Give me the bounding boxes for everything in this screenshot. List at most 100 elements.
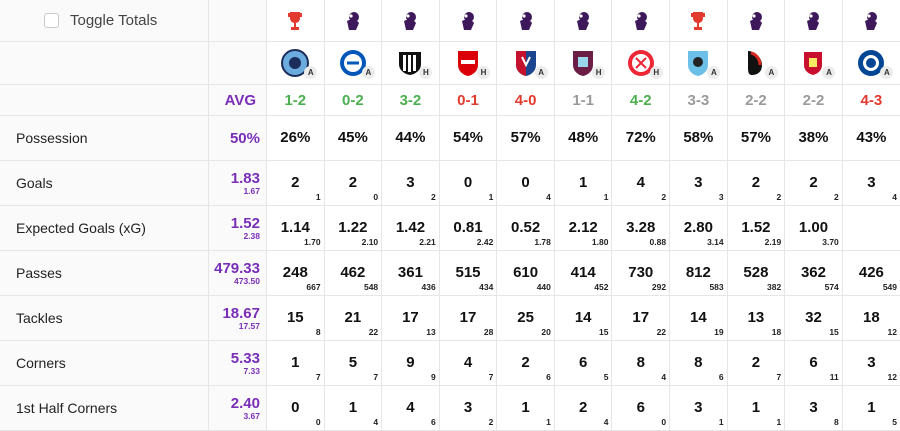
stat-cell[interactable]: 0 4	[496, 160, 555, 206]
stat-cell[interactable]: 72%	[611, 115, 671, 161]
stat-cell[interactable]: 58%	[669, 115, 728, 161]
stat-cell[interactable]: 21 22	[324, 295, 383, 341]
stat-cell[interactable]: 1.42 2.21	[381, 205, 440, 251]
stat-cell[interactable]: 361 436	[381, 250, 440, 296]
man-city-crest-icon[interactable]: A	[281, 49, 318, 79]
score[interactable]: 4-2	[611, 84, 671, 116]
newcastle-crest-icon[interactable]: H	[396, 49, 433, 79]
stat-cell[interactable]: 0 1	[439, 160, 498, 206]
score[interactable]: 0-1	[439, 84, 498, 116]
stat-cell[interactable]: 1 5	[842, 385, 900, 431]
stat-cell[interactable]: 4 7	[439, 340, 498, 386]
stat-cell[interactable]: 26%	[266, 115, 325, 161]
stat-cell[interactable]: 426 549	[842, 250, 900, 296]
stat-cell[interactable]: 2.80 3.14	[669, 205, 728, 251]
arsenal-crest-icon[interactable]: H	[454, 49, 491, 79]
stat-cell[interactable]: 3 12	[842, 340, 900, 386]
toggle-totals[interactable]: Toggle Totals	[0, 0, 208, 41]
coventry-crest-icon[interactable]: A	[684, 49, 721, 79]
stat-cell[interactable]: 17 28	[439, 295, 498, 341]
stat-cell[interactable]: 8 4	[611, 340, 671, 386]
stat-cell[interactable]: 1.52 2.19	[727, 205, 786, 251]
score[interactable]: 4-0	[496, 84, 555, 116]
stat-cell[interactable]: 32 15	[784, 295, 843, 341]
chelsea-crest-icon[interactable]: A	[857, 49, 894, 79]
stat-cell[interactable]: 43%	[842, 115, 900, 161]
stat-cell[interactable]: 3 1	[669, 385, 728, 431]
stat-cell[interactable]: 14 19	[669, 295, 728, 341]
stat-cell[interactable]: 2 4	[554, 385, 613, 431]
stat-cell[interactable]: 44%	[381, 115, 440, 161]
stat-cell[interactable]: 14 15	[554, 295, 613, 341]
stat-cell[interactable]: 38%	[784, 115, 843, 161]
stat-cell[interactable]: 3 2	[381, 160, 440, 206]
stat-cell[interactable]: 2 2	[727, 160, 786, 206]
stat-cell[interactable]: 3 8	[784, 385, 843, 431]
crystal-palace-crest-icon[interactable]: A	[512, 49, 548, 79]
stat-cell[interactable]: 54%	[439, 115, 498, 161]
brighton-crest-icon[interactable]: A	[339, 49, 375, 79]
stat-cell[interactable]: 0.52 1.78	[496, 205, 555, 251]
stat-cell[interactable]: 8 6	[669, 340, 728, 386]
stat-cell[interactable]: 462 548	[324, 250, 383, 296]
stat-cell[interactable]: 25 20	[496, 295, 555, 341]
score[interactable]: 3-2	[381, 84, 440, 116]
stat-cell[interactable]: 1 1	[554, 160, 613, 206]
stat-cell[interactable]: 0 0	[266, 385, 325, 431]
stat-cell[interactable]: 18 12	[842, 295, 900, 341]
stat-cell[interactable]: 57%	[727, 115, 786, 161]
stat-cell[interactable]: 57%	[496, 115, 555, 161]
stat-cell[interactable]: 2 7	[727, 340, 786, 386]
stat-cell[interactable]	[842, 205, 900, 251]
stat-cell[interactable]: 45%	[324, 115, 383, 161]
stat-cell[interactable]: 48%	[554, 115, 613, 161]
score[interactable]: 0-2	[324, 84, 383, 116]
stat-cell[interactable]: 6 5	[554, 340, 613, 386]
stat-cell[interactable]: 1.00 3.70	[784, 205, 843, 251]
stat-cell[interactable]: 414 452	[554, 250, 613, 296]
stat-cell[interactable]: 2 0	[324, 160, 383, 206]
stat-cell[interactable]: 2 1	[266, 160, 325, 206]
stat-cell[interactable]: 248 667	[266, 250, 325, 296]
burnley-crest-icon[interactable]: H	[569, 49, 606, 79]
stat-cell[interactable]: 15 8	[266, 295, 325, 341]
stat-cell[interactable]: 1 1	[727, 385, 786, 431]
stat-cell[interactable]: 3 4	[842, 160, 900, 206]
stat-cell[interactable]: 1.22 2.10	[324, 205, 383, 251]
stat-cell[interactable]: 2 2	[784, 160, 843, 206]
stat-cell[interactable]: 610 440	[496, 250, 555, 296]
score[interactable]: 4-3	[842, 84, 900, 116]
stat-cell[interactable]: 528 382	[727, 250, 786, 296]
stat-cell[interactable]: 2 6	[496, 340, 555, 386]
liverpool-crest-icon[interactable]: A	[799, 49, 836, 79]
score[interactable]: 1-2	[266, 84, 325, 116]
score[interactable]: 2-2	[784, 84, 843, 116]
stat-cell[interactable]: 0.81 2.42	[439, 205, 498, 251]
score[interactable]: 3-3	[669, 84, 728, 116]
stat-cell[interactable]: 362 574	[784, 250, 843, 296]
toggle-totals-checkbox[interactable]	[44, 13, 59, 28]
stat-cell[interactable]: 3.28 0.88	[611, 205, 671, 251]
stat-cell[interactable]: 1 1	[496, 385, 555, 431]
stat-cell[interactable]: 17 13	[381, 295, 440, 341]
stat-cell[interactable]: 515 434	[439, 250, 498, 296]
stat-cell[interactable]: 6 11	[784, 340, 843, 386]
score[interactable]: 1-1	[554, 84, 613, 116]
bournemouth-crest-icon[interactable]: A	[742, 49, 778, 79]
stat-cell[interactable]: 1.14 1.70	[266, 205, 325, 251]
stat-cell[interactable]: 3 3	[669, 160, 728, 206]
stat-cell[interactable]: 730 292	[611, 250, 671, 296]
stat-cell[interactable]: 3 2	[439, 385, 498, 431]
stat-cell[interactable]: 9 9	[381, 340, 440, 386]
score[interactable]: 2-2	[727, 84, 786, 116]
stat-cell[interactable]: 1 4	[324, 385, 383, 431]
stat-cell[interactable]: 2.12 1.80	[554, 205, 613, 251]
stat-cell[interactable]: 4 2	[611, 160, 671, 206]
stat-cell[interactable]: 812 583	[669, 250, 728, 296]
sheffield-united-crest-icon[interactable]: H	[627, 49, 663, 79]
stat-cell[interactable]: 13 18	[727, 295, 786, 341]
stat-cell[interactable]: 6 0	[611, 385, 671, 431]
stat-cell[interactable]: 4 6	[381, 385, 440, 431]
stat-cell[interactable]: 5 7	[324, 340, 383, 386]
stat-cell[interactable]: 17 22	[611, 295, 671, 341]
